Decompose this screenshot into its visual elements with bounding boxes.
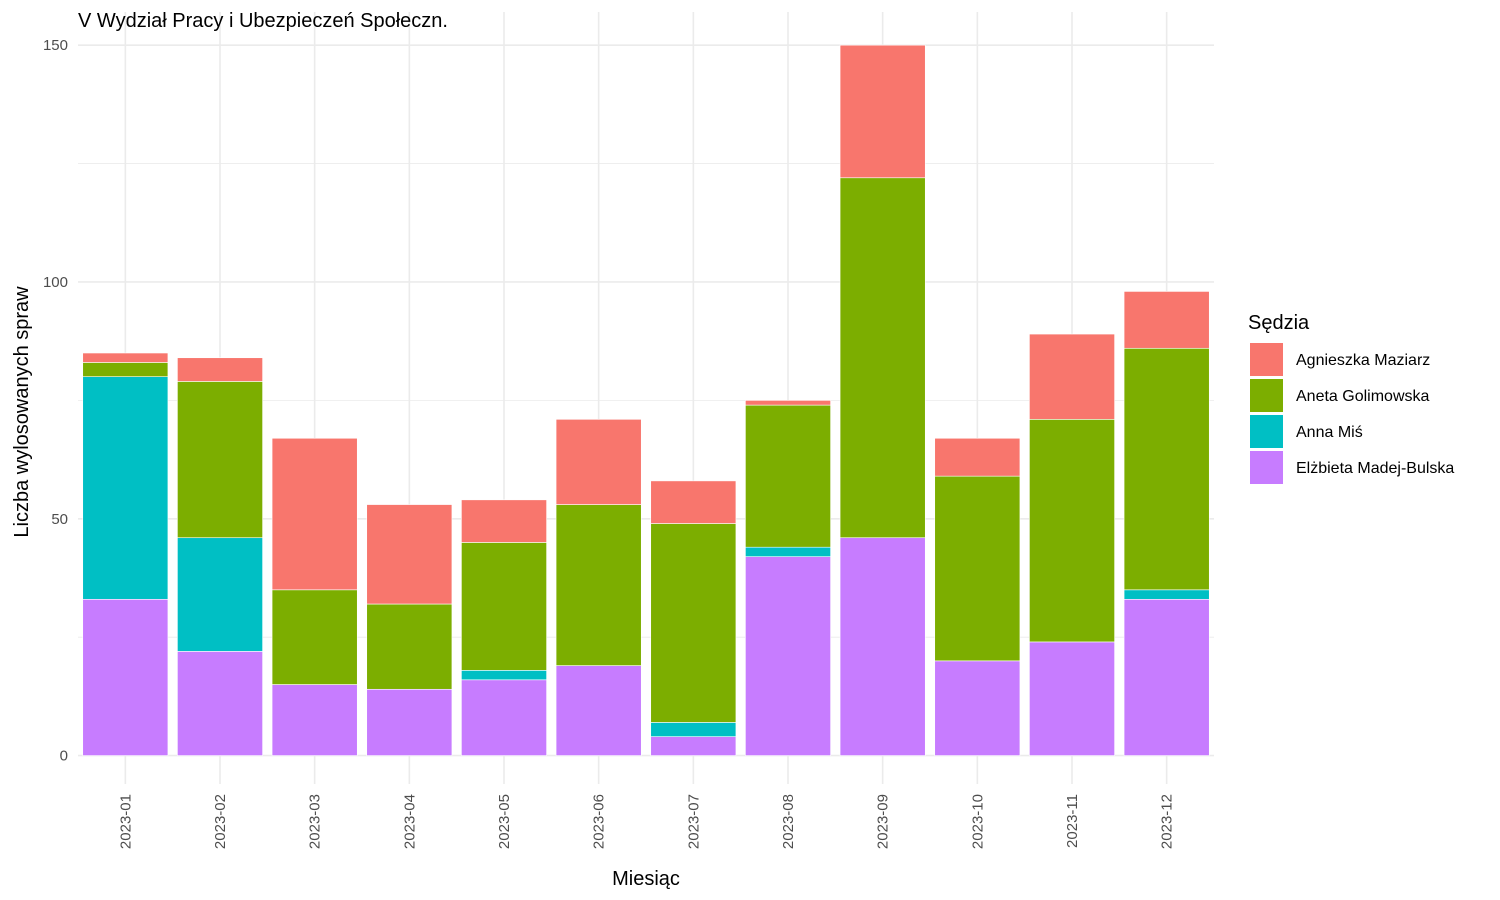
bar-segment xyxy=(461,542,547,671)
legend-title: Sędzia xyxy=(1248,312,1310,334)
y-tick-label: 150 xyxy=(43,37,68,54)
legend-swatch xyxy=(1250,379,1283,412)
legend-label: Anna Miś xyxy=(1296,424,1363,441)
bar-segment xyxy=(1123,589,1210,600)
y-tick-label: 0 xyxy=(60,748,68,765)
bar-segment xyxy=(745,400,831,406)
bar-segment xyxy=(650,480,737,524)
x-tick-label: 2023-03 xyxy=(307,794,324,849)
bar-segment xyxy=(650,736,737,756)
bar-segment xyxy=(745,556,831,756)
bar-segment xyxy=(555,665,642,756)
x-tick-label: 2023-01 xyxy=(117,794,134,849)
y-axis-title: Liczba wylosowanych spraw xyxy=(11,286,33,538)
bar-segment xyxy=(366,504,453,605)
y-tick-labels: 0 50 100 150 xyxy=(43,37,68,764)
bar-segment xyxy=(1029,641,1115,756)
x-tick-label: 2023-02 xyxy=(212,794,229,849)
y-tick-label: 100 xyxy=(43,274,68,291)
legend-swatch xyxy=(1250,415,1283,448)
bar-segment xyxy=(839,177,926,539)
bar-segment xyxy=(177,357,263,382)
x-tick-label: 2023-07 xyxy=(685,794,702,849)
bar-segment xyxy=(366,603,453,690)
bar-segment xyxy=(934,660,1021,756)
bar-segment xyxy=(82,362,169,377)
bar-segment xyxy=(366,688,453,756)
bar-segment xyxy=(1123,598,1210,756)
bar-segment xyxy=(934,475,1021,662)
bar-segment xyxy=(745,404,831,548)
x-tick-labels: 2023-01 2023-02 2023-03 2023-04 2023-05 2023-… xyxy=(117,794,1175,849)
bar-segment xyxy=(839,44,926,179)
bar-segment xyxy=(1029,419,1115,643)
x-tick-label: 2023-04 xyxy=(401,794,418,849)
bar-segment xyxy=(745,546,831,557)
bar-segment xyxy=(177,537,263,652)
bar-segment xyxy=(271,684,358,756)
x-tick-label: 2023-09 xyxy=(875,794,892,849)
legend-label: Agnieszka Maziarz xyxy=(1296,352,1430,369)
legend-swatch xyxy=(1250,343,1283,376)
bar-segment xyxy=(82,598,169,756)
bar-segment xyxy=(1123,347,1210,591)
bar-segment xyxy=(934,437,1021,477)
bar-segment xyxy=(177,651,263,756)
y-tick-label: 50 xyxy=(51,511,68,528)
legend-label: Aneta Golimowska xyxy=(1296,388,1429,405)
bars xyxy=(82,44,1210,756)
legend-label: Elżbieta Madej-Bulska xyxy=(1296,460,1454,477)
bar-segment xyxy=(82,376,169,600)
x-tick-label: 2023-12 xyxy=(1159,794,1176,849)
legend: Sędzia Agnieszka Maziarz Aneta Golimowska… xyxy=(1248,312,1454,484)
bar-segment xyxy=(461,679,547,756)
bar-segment xyxy=(1123,291,1210,349)
bar-segment xyxy=(82,352,169,363)
bar-segment xyxy=(555,504,642,666)
x-tick-label: 2023-05 xyxy=(496,794,513,849)
chart-title: V Wydział Pracy i Ubezpieczeń Społeczn. xyxy=(78,10,448,32)
x-axis-title: Miesiąc xyxy=(612,868,680,890)
bar-segment xyxy=(271,589,358,685)
x-tick-label: 2023-11 xyxy=(1064,794,1081,848)
bar-segment xyxy=(1029,333,1115,420)
bar-segment xyxy=(839,537,926,756)
x-tick-label: 2023-06 xyxy=(591,794,608,849)
bar-segment xyxy=(271,437,358,591)
legend-swatch xyxy=(1250,451,1283,484)
bar-segment xyxy=(177,381,263,539)
bar-segment xyxy=(650,722,737,737)
x-tick-label: 2023-10 xyxy=(969,794,986,849)
bar-segment xyxy=(461,499,547,543)
bar-segment xyxy=(650,523,737,723)
x-tick-label: 2023-08 xyxy=(780,794,797,849)
bar-segment xyxy=(461,670,547,681)
bar-segment xyxy=(555,419,642,505)
